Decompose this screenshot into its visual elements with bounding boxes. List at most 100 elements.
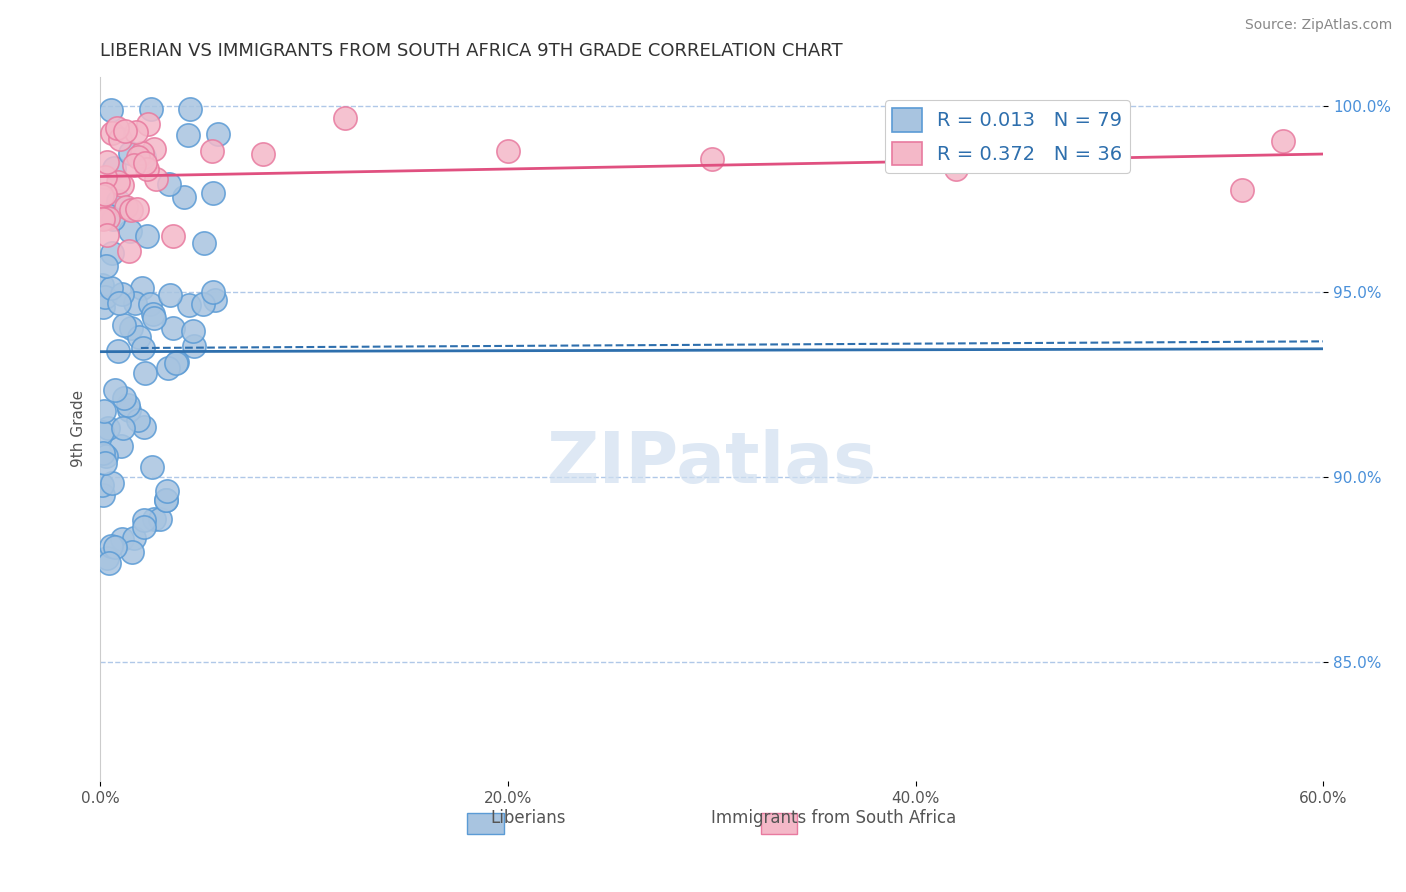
Point — [100, 539, 122, 553]
Point — [120, 203, 142, 218]
Point — [179, 102, 201, 116]
Point — [103, 161, 125, 175]
Point — [333, 111, 356, 125]
Point — [101, 245, 124, 260]
Point — [96, 550, 118, 565]
Point — [112, 318, 135, 332]
Point — [127, 413, 149, 427]
Point — [94, 290, 117, 304]
Point — [496, 145, 519, 159]
Point — [177, 298, 200, 312]
Point — [104, 540, 127, 554]
Point — [128, 329, 150, 343]
Point — [117, 398, 139, 412]
Point — [124, 531, 146, 545]
Point — [134, 156, 156, 170]
Point — [166, 355, 188, 369]
Point — [142, 311, 165, 326]
Point — [131, 146, 153, 161]
Point — [145, 172, 167, 186]
Point — [252, 147, 274, 161]
Point — [91, 211, 114, 226]
Point — [112, 391, 135, 405]
Point — [91, 189, 114, 203]
Point — [94, 456, 117, 470]
FancyBboxPatch shape — [467, 813, 503, 834]
Point — [141, 102, 163, 116]
Point — [127, 150, 149, 164]
Point — [201, 186, 224, 200]
Point — [207, 127, 229, 141]
Point — [120, 145, 142, 160]
Point — [101, 475, 124, 490]
Point — [91, 300, 114, 314]
Point — [132, 420, 155, 434]
Text: Liberians: Liberians — [491, 809, 567, 827]
Point — [204, 293, 226, 307]
Point — [118, 224, 141, 238]
FancyBboxPatch shape — [761, 813, 797, 834]
Point — [111, 178, 134, 192]
Point — [191, 296, 214, 310]
Point — [104, 383, 127, 397]
Text: Source: ZipAtlas.com: Source: ZipAtlas.com — [1244, 18, 1392, 32]
Point — [136, 228, 159, 243]
Point — [156, 360, 179, 375]
Point — [111, 421, 134, 435]
Point — [132, 150, 155, 164]
Point — [143, 512, 166, 526]
Legend: R = 0.013   N = 79, R = 0.372   N = 36: R = 0.013 N = 79, R = 0.372 N = 36 — [884, 101, 1130, 173]
Point — [1230, 183, 1253, 197]
Point — [91, 425, 114, 439]
Point — [118, 402, 141, 417]
Point — [114, 124, 136, 138]
Text: LIBERIAN VS IMMIGRANTS FROM SOUTH AFRICA 9TH GRADE CORRELATION CHART: LIBERIAN VS IMMIGRANTS FROM SOUTH AFRICA… — [100, 42, 842, 60]
Point — [155, 492, 177, 507]
Point — [110, 132, 132, 146]
Point — [91, 488, 114, 502]
Point — [105, 120, 128, 135]
Point — [136, 117, 159, 131]
Point — [97, 421, 120, 435]
Point — [96, 208, 118, 222]
Point — [201, 285, 224, 300]
Point — [120, 321, 142, 335]
Point — [93, 403, 115, 417]
Point — [143, 142, 166, 156]
Point — [139, 297, 162, 311]
Point — [183, 339, 205, 353]
Point — [193, 235, 215, 250]
Point — [107, 194, 129, 209]
Point — [162, 228, 184, 243]
Point — [148, 512, 170, 526]
Text: ZIPatlas: ZIPatlas — [547, 429, 877, 499]
Point — [94, 169, 117, 184]
Point — [121, 545, 143, 559]
Point — [945, 161, 967, 176]
Point — [91, 277, 114, 292]
Point — [94, 449, 117, 463]
Point — [125, 202, 148, 216]
Point — [700, 153, 723, 167]
Point — [107, 175, 129, 189]
Point — [134, 366, 156, 380]
Point — [165, 356, 187, 370]
Point — [97, 211, 120, 225]
Point — [94, 186, 117, 201]
Point — [134, 520, 156, 534]
Point — [201, 144, 224, 158]
Point — [177, 128, 200, 143]
Point — [159, 287, 181, 301]
Point — [131, 281, 153, 295]
Point — [91, 210, 114, 224]
Point — [181, 324, 204, 338]
Point — [110, 439, 132, 453]
Point — [107, 295, 129, 310]
Point — [91, 478, 114, 492]
Point — [132, 342, 155, 356]
Point — [111, 533, 134, 547]
Point — [135, 161, 157, 176]
Point — [122, 158, 145, 172]
Point — [155, 493, 177, 508]
Point — [103, 212, 125, 227]
